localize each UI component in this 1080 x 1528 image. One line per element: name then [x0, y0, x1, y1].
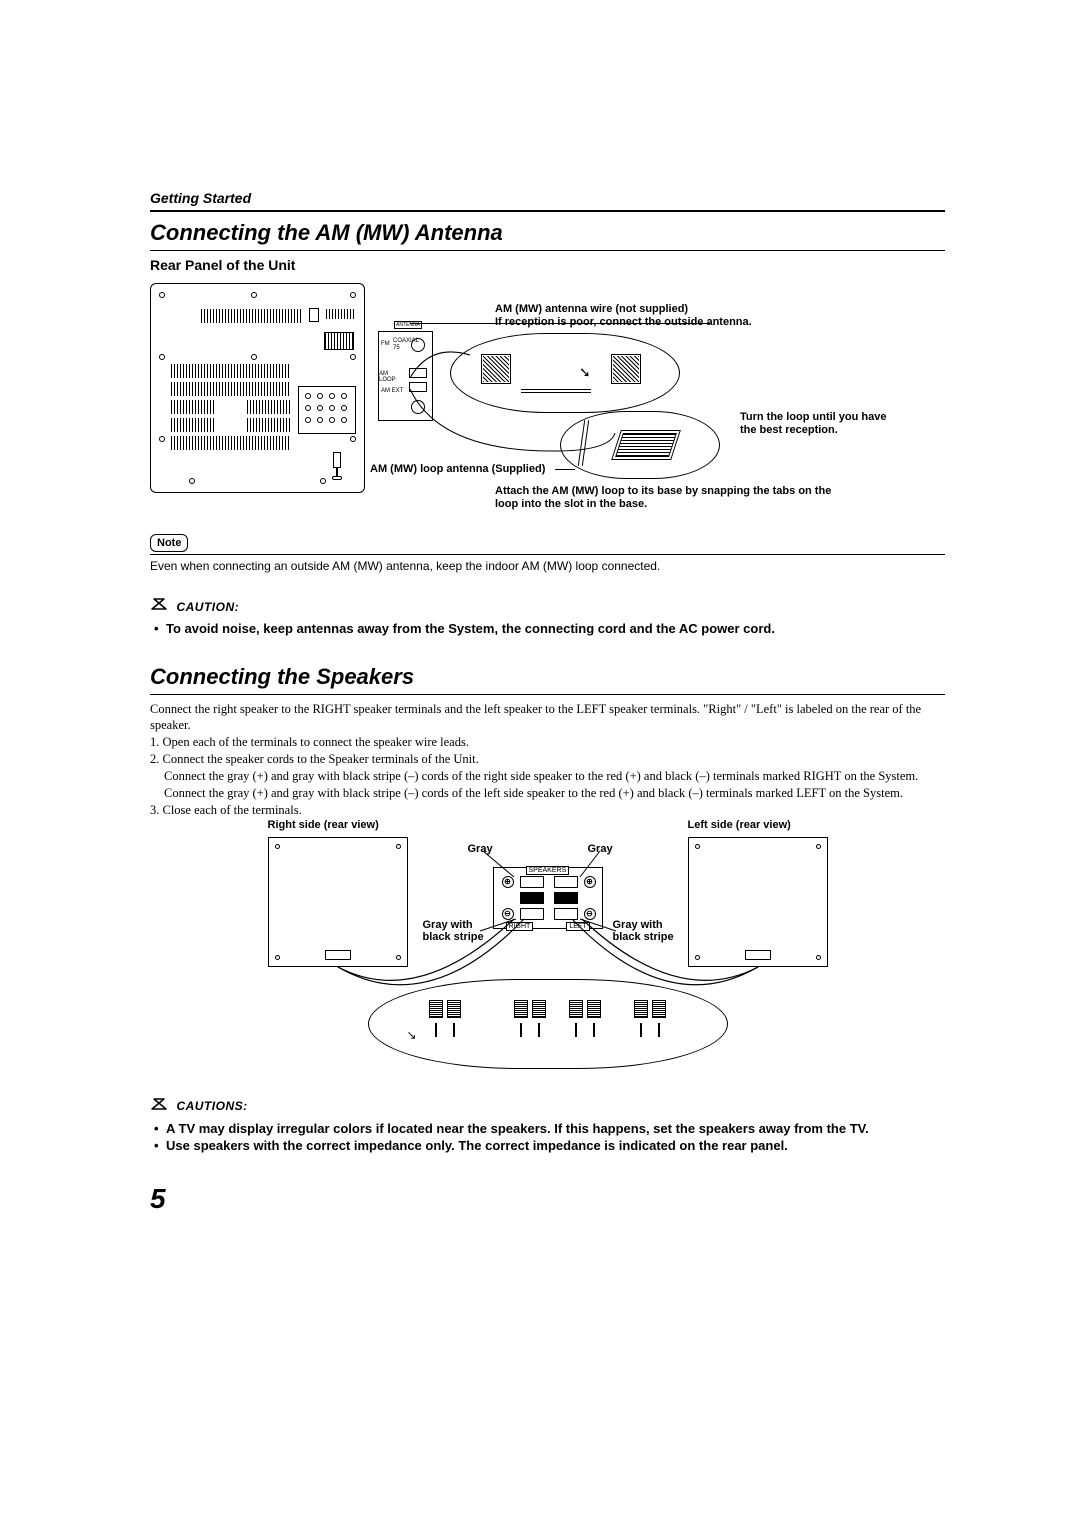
section1-subtitle: Rear Panel of the Unit [150, 257, 945, 273]
step2a: Connect the gray (+) and gray with black… [150, 768, 945, 785]
divider [150, 250, 945, 251]
page-content: Getting Started Connecting the AM (MW) A… [150, 190, 945, 1215]
note-label: Note [150, 534, 188, 552]
caution-icon [150, 1097, 168, 1116]
section2-intro: Connect the right speaker to the RIGHT s… [150, 701, 945, 735]
section-heading: Getting Started [150, 190, 945, 206]
callout-turn-loop: Turn the loop until you have the best re… [740, 411, 890, 437]
caution2-item1: A TV may display irregular colors if loc… [150, 1120, 945, 1138]
caution1-item: To avoid noise, keep antennas away from … [150, 620, 945, 638]
wire-paths [360, 283, 760, 483]
step1: 1. Open each of the terminals to connect… [150, 734, 945, 751]
section2-title: Connecting the Speakers [150, 664, 945, 690]
note-text: Even when connecting an outside AM (MW) … [150, 559, 945, 573]
step2b: Connect the gray (+) and gray with black… [150, 785, 945, 802]
divider [150, 210, 945, 212]
antenna-diagram: ANTENNA FM COAXIAL 75 AM LOOP AM EXT AM … [150, 283, 945, 523]
caution1-heading: CAUTION: [176, 600, 239, 614]
caution2-heading: CAUTIONS: [176, 1099, 247, 1113]
section1-title: Connecting the AM (MW) Antenna [150, 220, 945, 246]
note-block: Note Even when connecting an outside AM … [150, 533, 945, 573]
caution-icon [150, 597, 168, 616]
page-number: 5 [150, 1183, 945, 1215]
step3: 3. Close each of the terminals. [150, 802, 945, 819]
step2: 2. Connect the speaker cords to the Spea… [150, 751, 945, 768]
rear-panel-illustration [150, 283, 365, 493]
terminal-closeup-oval: ↘ [368, 979, 728, 1069]
caution1-block: CAUTION: To avoid noise, keep antennas a… [150, 597, 945, 638]
speakers-diagram: Right side (rear view) Left side (rear v… [268, 819, 828, 1079]
caution2-item2: Use speakers with the correct impedance … [150, 1137, 945, 1155]
divider [150, 554, 945, 555]
caution2-block: CAUTIONS: A TV may display irregular col… [150, 1097, 945, 1155]
callout-attach-loop: Attach the AM (MW) loop to its base by s… [495, 485, 835, 511]
divider [150, 694, 945, 695]
